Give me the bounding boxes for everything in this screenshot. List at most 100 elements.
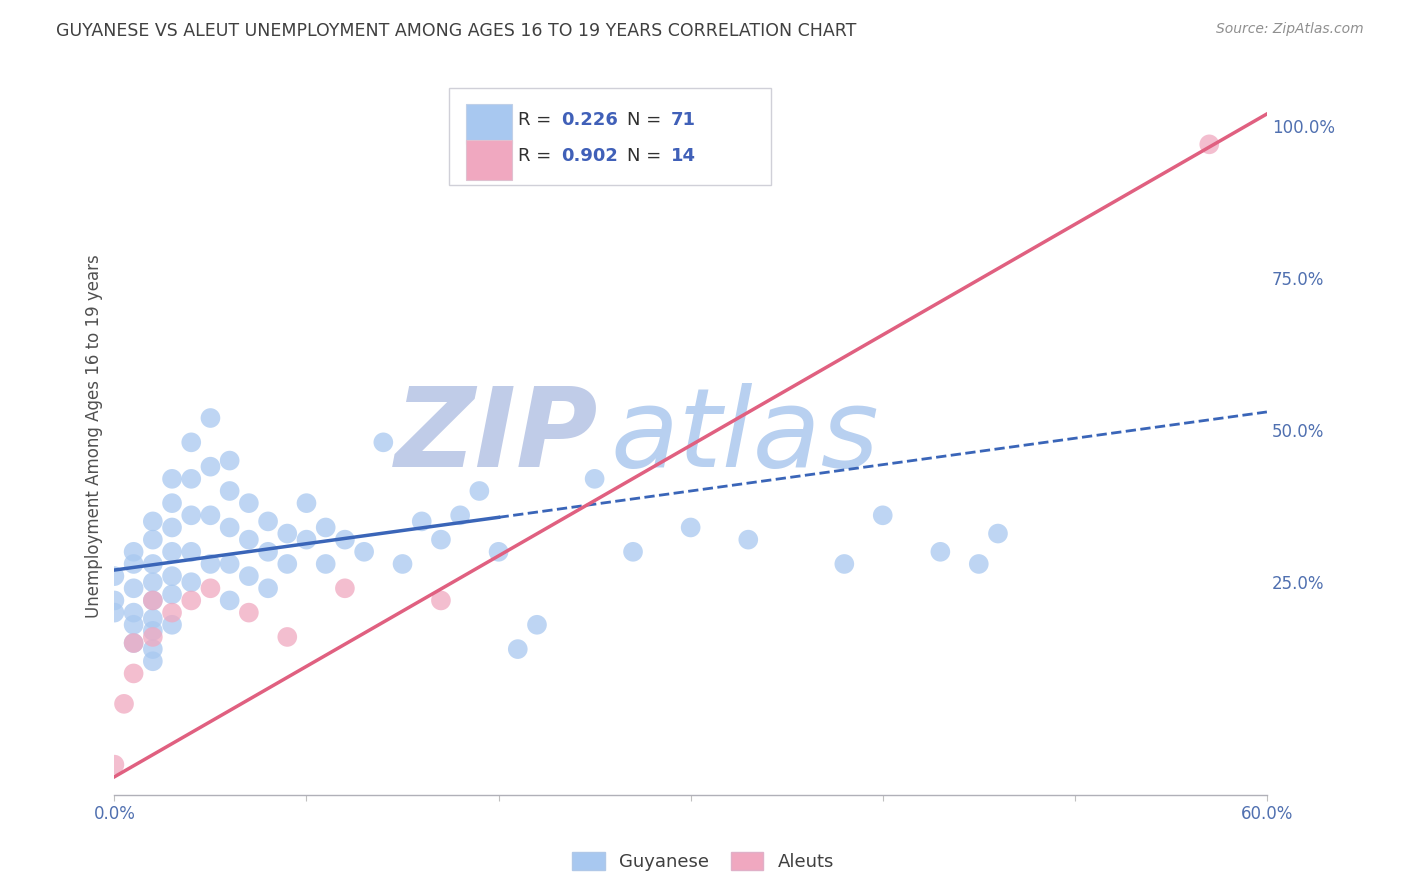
Point (103, 757, 125, 772)
Point (142, 642, 165, 657)
Point (526, 617, 548, 632)
Point (122, 636, 145, 650)
Point (353, 545, 375, 559)
Text: GUYANESE VS ALEUT UNEMPLOYMENT AMONG AGES 16 TO 19 YEARS CORRELATION CHART: GUYANESE VS ALEUT UNEMPLOYMENT AMONG AGE… (56, 22, 856, 40)
Point (103, 606, 125, 620)
Text: ZIP: ZIP (395, 383, 599, 490)
Point (218, 557, 240, 571)
Point (180, 575, 202, 590)
Point (180, 593, 202, 607)
Point (200, 582, 222, 596)
Point (1198, 137, 1220, 152)
Text: R =: R = (517, 147, 557, 165)
Text: N =: N = (627, 112, 668, 129)
Point (122, 636, 145, 650)
FancyBboxPatch shape (465, 140, 512, 179)
Point (238, 606, 260, 620)
Point (238, 533, 260, 547)
Point (122, 582, 145, 596)
Point (160, 617, 183, 632)
Point (122, 557, 145, 571)
Point (449, 508, 471, 523)
Point (122, 666, 145, 681)
Point (160, 520, 183, 534)
Point (180, 472, 202, 486)
Point (122, 606, 145, 620)
Point (142, 593, 165, 607)
Point (583, 472, 606, 486)
Text: 0.226: 0.226 (561, 112, 619, 129)
Point (142, 533, 165, 547)
Point (411, 515, 433, 529)
Point (122, 617, 145, 632)
Point (276, 526, 298, 541)
Point (276, 557, 298, 571)
Point (160, 587, 183, 601)
Point (142, 557, 165, 571)
Point (142, 593, 165, 607)
Point (430, 593, 453, 607)
Point (142, 612, 165, 626)
Point (333, 582, 356, 596)
Point (391, 557, 413, 571)
Point (872, 508, 894, 523)
Point (142, 630, 165, 644)
Point (142, 575, 165, 590)
Point (295, 496, 318, 510)
Point (160, 545, 183, 559)
Text: 71: 71 (671, 112, 696, 129)
Text: 14: 14 (671, 147, 696, 165)
Point (488, 545, 510, 559)
Point (112, 697, 135, 711)
Text: atlas: atlas (610, 383, 879, 490)
Text: N =: N = (627, 147, 668, 165)
Point (160, 606, 183, 620)
Point (929, 545, 952, 559)
Point (430, 533, 453, 547)
Point (180, 545, 202, 559)
Point (218, 593, 240, 607)
Point (160, 569, 183, 583)
Point (142, 654, 165, 668)
Point (218, 483, 240, 498)
Legend: Guyanese, Aleuts: Guyanese, Aleuts (565, 845, 841, 879)
Point (257, 515, 280, 529)
Point (200, 557, 222, 571)
Text: Source: ZipAtlas.com: Source: ZipAtlas.com (1216, 22, 1364, 37)
Point (142, 624, 165, 638)
Text: R =: R = (517, 112, 557, 129)
Point (315, 557, 337, 571)
Point (468, 483, 491, 498)
Point (967, 557, 990, 571)
Point (200, 411, 222, 425)
Y-axis label: Unemployment Among Ages 16 to 19 years: Unemployment Among Ages 16 to 19 years (86, 254, 103, 618)
Point (200, 508, 222, 523)
Point (218, 453, 240, 467)
Point (834, 557, 856, 571)
Point (276, 630, 298, 644)
Point (679, 520, 702, 534)
Point (315, 520, 337, 534)
Point (373, 435, 395, 450)
Point (142, 515, 165, 529)
Text: 0.902: 0.902 (561, 147, 619, 165)
Point (103, 569, 125, 583)
Point (122, 545, 145, 559)
Point (987, 526, 1010, 541)
FancyBboxPatch shape (449, 88, 772, 185)
Point (180, 435, 202, 450)
Point (737, 533, 759, 547)
Point (257, 582, 280, 596)
Point (180, 508, 202, 523)
Point (333, 533, 356, 547)
Point (160, 472, 183, 486)
Point (200, 459, 222, 474)
Point (238, 496, 260, 510)
Point (218, 520, 240, 534)
Point (621, 545, 644, 559)
Point (238, 569, 260, 583)
Point (257, 545, 280, 559)
FancyBboxPatch shape (465, 104, 512, 144)
Point (506, 642, 529, 657)
Point (103, 593, 125, 607)
